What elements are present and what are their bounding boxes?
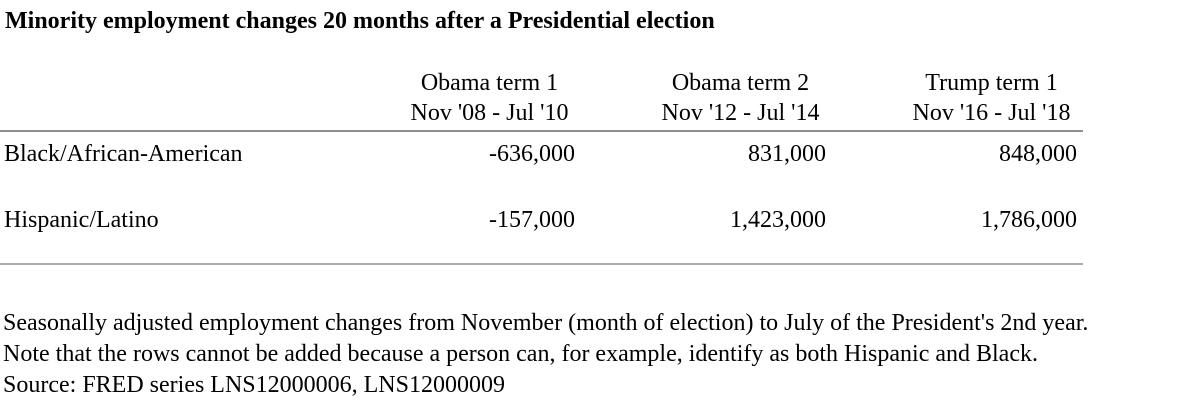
term-label: Obama term 2 — [671, 70, 810, 96]
column-header-obama-term-1: Obama term 1 Nov '08 - Jul '10 — [330, 68, 581, 132]
table-header-row: Obama term 1 Nov '08 - Jul '10 Obama ter… — [0, 68, 1083, 132]
cell-value: 1,786,000 — [832, 198, 1083, 265]
term-label: Trump term 1 — [925, 70, 1058, 96]
row-label: Hispanic/Latino — [0, 198, 330, 265]
note-methodology: Seasonally adjusted employment changes f… — [3, 310, 1089, 336]
table-row-hispanic-latino: Hispanic/Latino -157,000 1,423,000 1,786… — [0, 198, 1083, 265]
column-header-trump-term-1: Trump term 1 Nov '16 - Jul '18 — [832, 68, 1083, 132]
cell-value: -157,000 — [330, 198, 581, 265]
note-caveat: Note that the rows cannot be added becau… — [3, 341, 1038, 367]
row-label: Black/African-American — [4, 141, 243, 167]
page-title: Minority employment changes 20 months af… — [5, 8, 715, 34]
cell-value: 1,423,000 — [581, 198, 832, 265]
term-period: Nov '12 - Jul '14 — [661, 100, 820, 126]
cell-value: -636,000 — [489, 141, 575, 167]
term-label: Obama term 1 — [420, 70, 559, 96]
cell-value: 831,000 — [748, 141, 826, 167]
term-period: Nov '08 - Jul '10 — [410, 100, 569, 126]
note-source: Source: FRED series LNS12000006, LNS1200… — [3, 372, 505, 398]
term-period: Nov '16 - Jul '18 — [912, 100, 1071, 126]
notes-section: Seasonally adjusted employment changes f… — [0, 308, 1200, 401]
employment-table: Obama term 1 Nov '08 - Jul '10 Obama ter… — [0, 68, 1083, 265]
column-header-obama-term-2: Obama term 2 Nov '12 - Jul '14 — [581, 68, 832, 132]
cell-value: 848,000 — [999, 141, 1077, 167]
corner-cell — [0, 68, 330, 132]
table-row-black-african-american: Black/African-American -636,000 831,000 … — [0, 131, 1083, 198]
